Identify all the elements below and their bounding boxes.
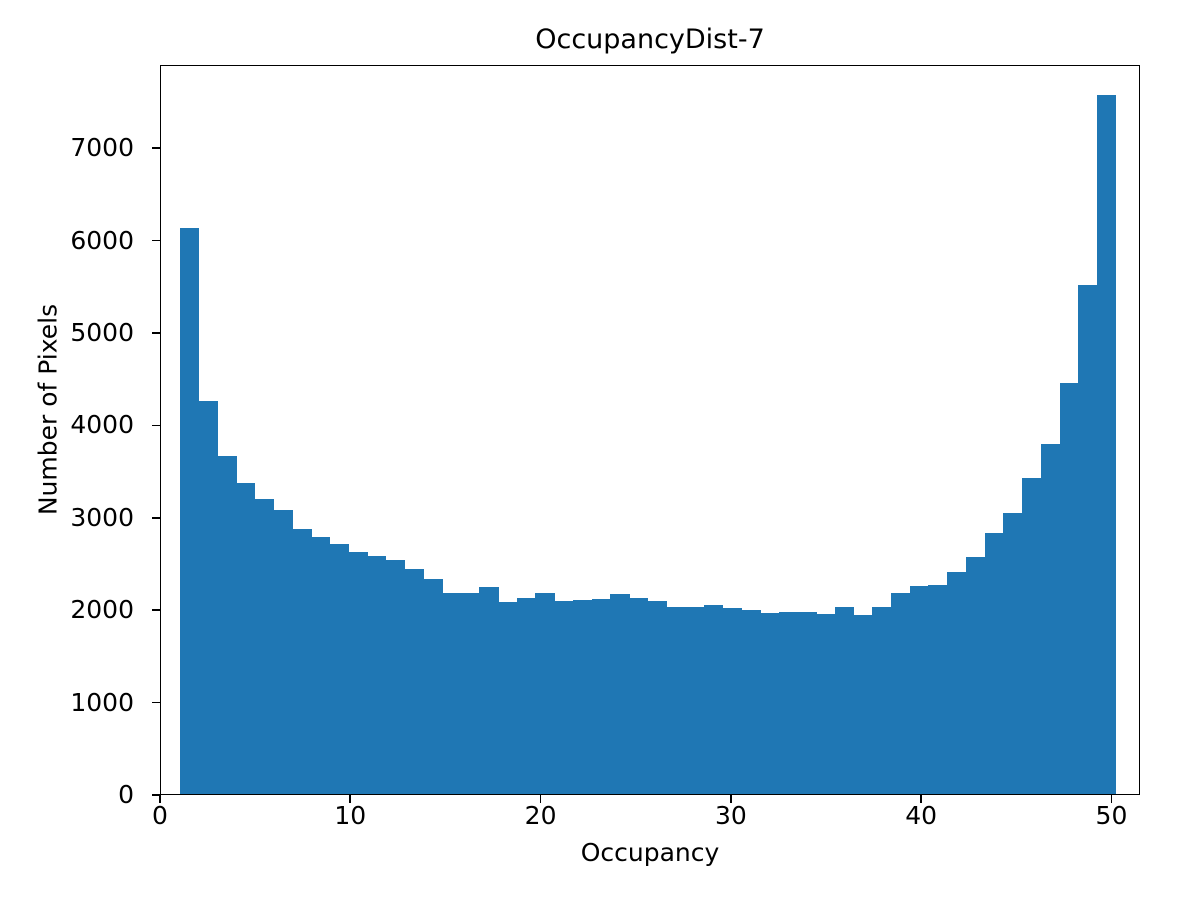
- histogram-bar: [273, 510, 293, 794]
- histogram-bar: [629, 598, 649, 794]
- histogram-bar: [610, 594, 630, 794]
- histogram-bar: [853, 614, 873, 794]
- histogram-bar: [348, 551, 368, 794]
- histogram-bar: [554, 600, 574, 794]
- y-tick-mark: [152, 609, 160, 611]
- x-tick-mark: [730, 795, 732, 803]
- y-tick-mark: [152, 239, 160, 242]
- chart-title: OccupancyDist-7: [535, 24, 765, 55]
- x-tick-label: 30: [714, 801, 747, 830]
- x-tick-mark: [1110, 795, 1113, 803]
- histogram-bar: [217, 455, 237, 794]
- y-tick-label: 5000: [70, 317, 134, 347]
- plot-axes: [160, 65, 1140, 795]
- y-tick-mark: [152, 794, 160, 796]
- histogram-bar: [236, 482, 256, 794]
- histogram-bar: [741, 610, 761, 794]
- histogram-bar: [1078, 284, 1098, 794]
- x-tick-mark: [539, 795, 542, 803]
- y-tick-mark: [152, 701, 160, 704]
- y-tick-label: 2000: [70, 595, 134, 625]
- y-tick-mark: [152, 424, 160, 427]
- histogram-bar: [760, 612, 780, 794]
- x-axis-label: Occupancy: [580, 838, 720, 867]
- histogram-bar: [572, 599, 593, 794]
- histogram-bar: [254, 499, 275, 794]
- y-tick-label: 6000: [70, 225, 134, 255]
- histogram-bar: [516, 598, 537, 794]
- x-tick-label: 20: [524, 801, 557, 830]
- x-tick-mark: [159, 795, 161, 803]
- histogram-bar: [198, 401, 218, 794]
- histogram-bar: [460, 593, 481, 794]
- histogram-bar: [647, 600, 668, 794]
- histogram-bar: [703, 604, 724, 794]
- y-tick-mark: [152, 516, 160, 519]
- histogram-bar: [872, 607, 892, 794]
- histogram-bar: [329, 543, 350, 794]
- histogram-bar: [292, 528, 312, 794]
- y-tick-label: 4000: [70, 410, 134, 440]
- histogram-bar: [797, 611, 817, 794]
- x-tick-mark: [920, 795, 922, 803]
- histogram-bar: [909, 586, 930, 794]
- x-tick-label: 10: [334, 801, 367, 830]
- histogram-bar: [891, 592, 911, 794]
- x-tick-label: 40: [905, 801, 938, 830]
- histogram-bar: [180, 227, 200, 794]
- histogram-bar: [591, 599, 611, 794]
- histogram-bar: [928, 585, 948, 794]
- histogram-bar: [1059, 382, 1079, 794]
- histogram-bar: [535, 593, 555, 794]
- histogram-bar: [835, 607, 855, 794]
- y-axis-tick-group: 0 1000 2000 3000 4000 5000 6000 7000: [0, 0, 160, 900]
- histogram-bar: [947, 572, 967, 794]
- histogram-bar: [984, 533, 1004, 794]
- histogram-bar: [385, 560, 406, 794]
- histogram-bar: [685, 607, 705, 794]
- histogram-bar: [965, 557, 986, 794]
- histogram-bar: [1022, 477, 1042, 794]
- histogram-bar: [816, 613, 836, 794]
- histogram-bar: [1040, 443, 1061, 794]
- y-tick-label: 1000: [70, 687, 134, 717]
- histogram-bar: [479, 587, 499, 794]
- histogram-bar: [404, 568, 424, 794]
- histogram-bar: [423, 578, 443, 794]
- histogram-bar: [1097, 95, 1117, 794]
- y-axis-label: Number of Pixels: [33, 303, 63, 516]
- y-tick-mark: [152, 147, 160, 149]
- y-tick-mark: [152, 332, 160, 334]
- histogram-bar: [778, 611, 799, 794]
- x-tick-mark: [349, 795, 352, 803]
- histogram-bar: [310, 537, 331, 794]
- histogram-bar: [722, 608, 743, 794]
- y-tick-label: 0: [118, 780, 134, 809]
- histogram-bar: [666, 607, 686, 794]
- histogram-bar: [1003, 513, 1023, 794]
- histogram-bar: [367, 555, 387, 794]
- y-tick-label: 7000: [70, 133, 134, 163]
- x-tick-label: 50: [1095, 801, 1128, 830]
- histogram-bar: [442, 593, 462, 794]
- histogram-bar: [498, 601, 518, 794]
- plot-area: [161, 66, 1139, 794]
- y-tick-label: 3000: [70, 502, 134, 532]
- x-tick-label: 0: [152, 801, 168, 830]
